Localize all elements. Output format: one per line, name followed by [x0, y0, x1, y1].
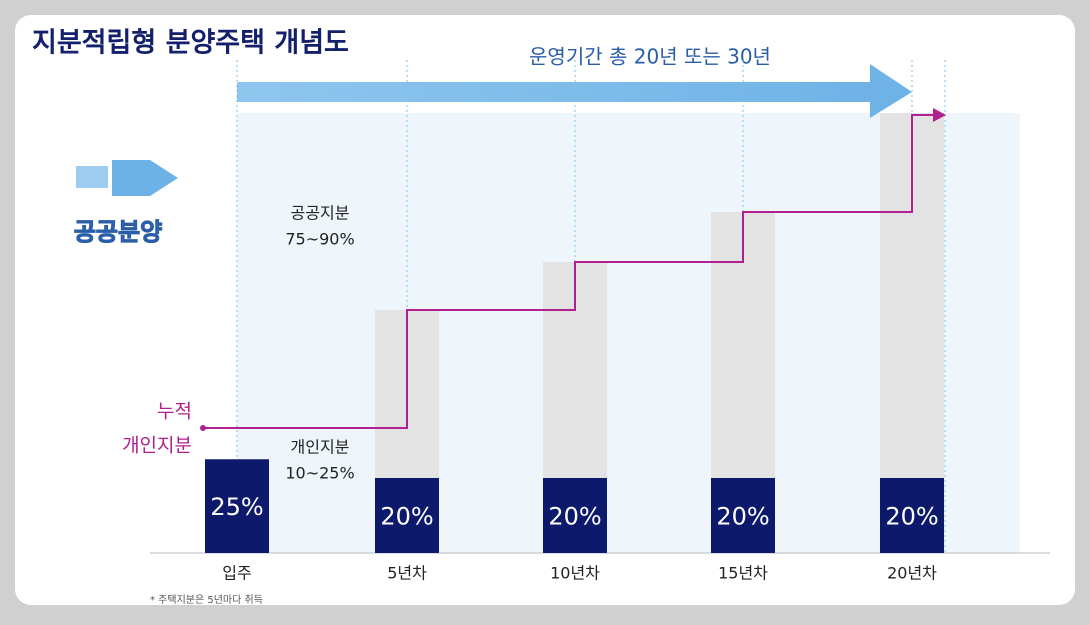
- step-line: [203, 114, 935, 429]
- value-label: 25%: [210, 493, 263, 521]
- footnote: * 주택지분은 5년마다 취득: [150, 594, 263, 606]
- bar: [543, 478, 607, 553]
- cumulative-label: 누적: [157, 401, 192, 423]
- value-label: 20%: [548, 503, 601, 531]
- value-label: 20%: [885, 503, 938, 531]
- step-start: [200, 425, 206, 431]
- step-arrow: [933, 108, 946, 122]
- period-label: 운영기간 총 20년 또는 30년: [529, 45, 771, 69]
- x-tick-label: 5년차: [387, 564, 427, 583]
- x-tick-label: 입주: [222, 564, 251, 583]
- public-share: 공공지분: [291, 204, 350, 223]
- private-share: 10~25%: [285, 464, 354, 483]
- private-share: 개인지분: [291, 438, 350, 457]
- badge: 공공분양: [74, 218, 162, 246]
- value-label: 20%: [716, 503, 769, 531]
- public-share: 75~90%: [285, 230, 354, 249]
- x-tick-label: 20년차: [887, 564, 937, 583]
- cumulative-label: 개인지분: [122, 435, 192, 457]
- bar: [375, 478, 439, 553]
- x-tick-label: 10년차: [550, 564, 600, 583]
- x-tick-label: 15년차: [718, 564, 768, 583]
- bar: [205, 459, 269, 553]
- bar: [711, 478, 775, 553]
- chart-title: 지분적립형 분양주택 개념도: [32, 28, 349, 59]
- badge-icon: [76, 160, 178, 196]
- bar: [880, 478, 944, 553]
- value-label: 20%: [380, 503, 433, 531]
